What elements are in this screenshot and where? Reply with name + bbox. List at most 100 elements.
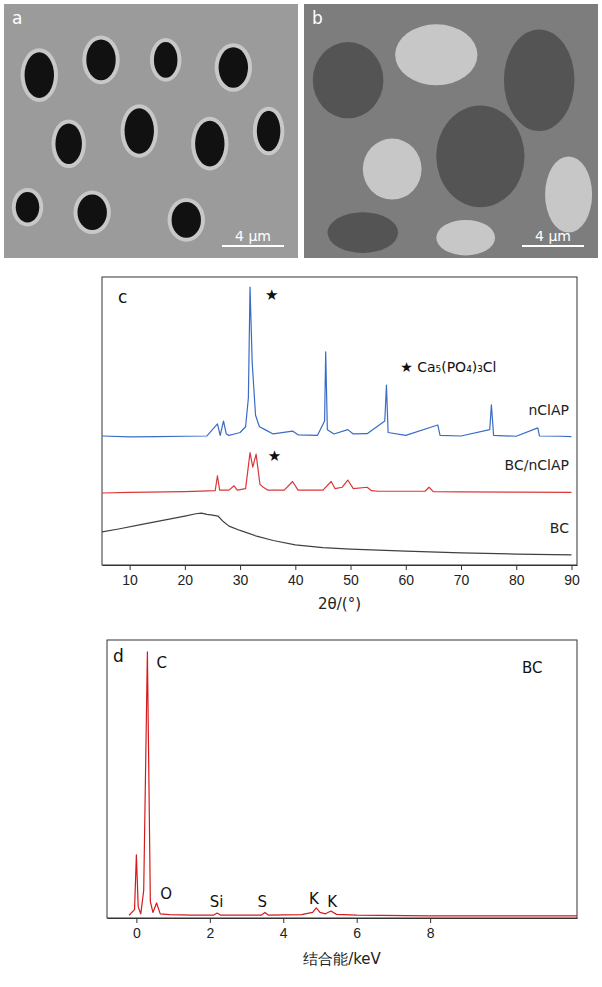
annotation: C bbox=[157, 654, 167, 672]
scale-bar bbox=[522, 245, 584, 247]
sem-texture bbox=[436, 106, 524, 208]
x-tick-mark bbox=[357, 918, 358, 923]
annotation: Si bbox=[210, 893, 224, 911]
x-tick-label: 50 bbox=[343, 572, 359, 588]
scale-bar-label: 4 μm bbox=[535, 228, 571, 244]
sem-panel: b 4 μm bbox=[304, 4, 598, 258]
annotation: BC bbox=[522, 659, 543, 677]
x-tick-label: 0 bbox=[133, 925, 141, 941]
annotation: S bbox=[258, 893, 268, 911]
sem-texture bbox=[25, 52, 54, 98]
x-tick-label: 6 bbox=[353, 925, 361, 941]
x-axis-title: 结合能/keV bbox=[303, 950, 381, 968]
sem-texture bbox=[12, 188, 44, 226]
x-tick-label: 70 bbox=[454, 572, 470, 588]
panel-label: b bbox=[312, 8, 323, 28]
x-tick-mark bbox=[351, 565, 352, 570]
plot-frame bbox=[102, 277, 577, 565]
figure: a4 μmb4 μm1020304050607080902θ/(°)cnClAP… bbox=[0, 0, 602, 987]
sem-texture bbox=[154, 42, 178, 78]
plot-frame bbox=[107, 640, 577, 918]
x-axis-title: 2θ/(°) bbox=[318, 595, 361, 613]
sem-texture bbox=[363, 139, 422, 200]
x-tick-label: 20 bbox=[178, 572, 194, 588]
sem-texture bbox=[21, 48, 58, 102]
x-tick-mark bbox=[130, 565, 131, 570]
sem-texture bbox=[545, 156, 592, 232]
annotation: K bbox=[309, 890, 320, 908]
series-line bbox=[129, 652, 577, 916]
sem-texture bbox=[86, 40, 115, 81]
sem-texture bbox=[16, 192, 40, 222]
x-tick: 40 bbox=[288, 565, 304, 588]
annotation: K bbox=[327, 893, 338, 911]
x-axis-line bbox=[108, 918, 578, 919]
sem-texture bbox=[51, 119, 85, 168]
x-tick: 6 bbox=[353, 918, 361, 941]
x-tick-label: 80 bbox=[509, 572, 525, 588]
x-tick-label: 30 bbox=[233, 572, 249, 588]
plot-area bbox=[102, 287, 571, 555]
sem-texture bbox=[55, 123, 81, 164]
sem-texture bbox=[191, 117, 228, 171]
series-line bbox=[102, 287, 571, 437]
sem-texture bbox=[436, 220, 495, 256]
scale-bar bbox=[222, 245, 284, 247]
scale-bar-label: 4 μm bbox=[235, 228, 271, 244]
sem-texture bbox=[257, 111, 281, 152]
x-tick-label: 10 bbox=[122, 572, 138, 588]
x-tick-mark bbox=[516, 565, 517, 570]
x-axis: 10 20 30 40 50 60 70 80 90 bbox=[103, 565, 580, 588]
annotation: ★ Ca₅(PO₄)₃Cl bbox=[400, 359, 496, 375]
series-label: nClAP bbox=[528, 402, 569, 418]
sem-texture bbox=[328, 212, 399, 253]
sem-texture bbox=[504, 29, 575, 131]
sem-texture bbox=[82, 36, 119, 85]
x-tick-label: 8 bbox=[427, 925, 435, 941]
sem-texture bbox=[215, 43, 252, 92]
sem-texture bbox=[219, 47, 248, 88]
x-tick-mark bbox=[210, 918, 211, 923]
series-line bbox=[102, 453, 571, 493]
x-tick: 2 bbox=[206, 918, 214, 941]
sem-texture bbox=[121, 104, 158, 158]
x-tick: 80 bbox=[509, 565, 525, 588]
panel-label: c bbox=[118, 287, 127, 307]
x-tick-mark bbox=[571, 565, 572, 570]
plot-area bbox=[129, 652, 577, 916]
x-tick: 30 bbox=[233, 565, 249, 588]
sem-texture bbox=[253, 107, 285, 156]
x-tick-label: 90 bbox=[564, 572, 580, 588]
x-tick-mark bbox=[240, 565, 241, 570]
sem-image bbox=[4, 4, 298, 258]
x-tick: 70 bbox=[454, 565, 470, 588]
x-tick-label: 4 bbox=[280, 925, 288, 941]
x-tick-mark bbox=[283, 918, 284, 923]
sem-texture bbox=[395, 24, 477, 85]
annotation: O bbox=[160, 885, 172, 903]
panel-label: d bbox=[113, 646, 124, 666]
x-tick: 10 bbox=[122, 565, 138, 588]
sem-texture bbox=[150, 38, 182, 82]
series-line bbox=[102, 513, 571, 555]
series-label: BC bbox=[550, 520, 569, 536]
chart: 0 2 4 6 8 结合能/keV d C O Si S KK BC bbox=[107, 640, 578, 968]
x-tick-label: 40 bbox=[288, 572, 304, 588]
series-label: BC/nClAP bbox=[505, 457, 569, 473]
x-axis: 0 2 4 6 8 bbox=[108, 918, 578, 941]
x-tick: 0 bbox=[133, 918, 141, 941]
chart: 10 20 30 40 50 60 70 80 90 2θ/(°) c nClAP BC/nClAP BC… bbox=[102, 277, 580, 613]
sem-texture bbox=[78, 195, 107, 231]
x-tick-label: 60 bbox=[398, 572, 414, 588]
annotation: ★ bbox=[268, 447, 281, 465]
x-tick-mark bbox=[430, 918, 431, 923]
sem-texture bbox=[74, 191, 111, 235]
x-tick: 4 bbox=[280, 918, 288, 941]
x-tick-mark bbox=[185, 565, 186, 570]
x-tick: 60 bbox=[398, 565, 414, 588]
sem-texture bbox=[172, 202, 201, 238]
x-tick: 50 bbox=[343, 565, 359, 588]
annotation: ★ bbox=[265, 286, 278, 304]
x-tick: 8 bbox=[427, 918, 435, 941]
x-tick: 20 bbox=[178, 565, 194, 588]
